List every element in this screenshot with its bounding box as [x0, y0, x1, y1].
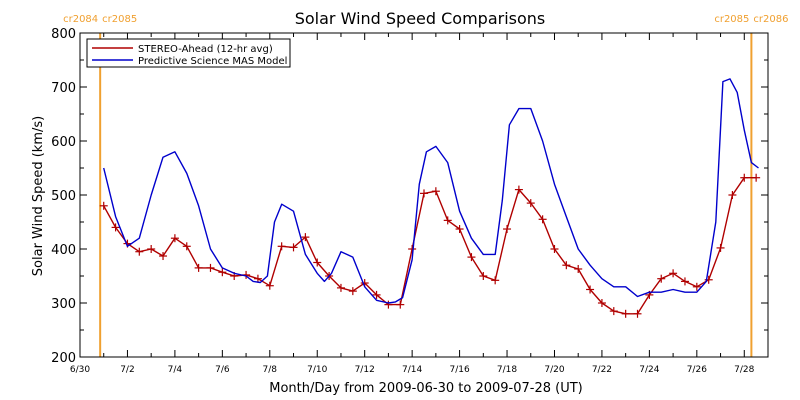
data-point [562, 261, 571, 270]
x-tick-label: 7/18 [497, 365, 517, 375]
data-point [740, 173, 749, 182]
chart-title: Solar Wind Speed Comparisons [295, 9, 546, 28]
data-point [657, 274, 666, 283]
y-axis-label: Solar Wind Speed (km/s) [31, 116, 46, 276]
x-tick-label: 7/10 [307, 365, 327, 375]
data-point [313, 258, 322, 267]
data-point [669, 269, 678, 278]
carrington-label-right: cr2085 [102, 14, 137, 25]
data-point [170, 234, 179, 243]
data-point [550, 245, 559, 253]
carrington-label-right: cr2086 [753, 14, 788, 25]
data-point [479, 272, 488, 280]
y-tick-label: 600 [51, 135, 76, 150]
carrington-label-left: cr2084 [63, 14, 98, 25]
legend-label-stereo: STEREO-Ahead (12-hr avg) [138, 44, 273, 55]
data-point [336, 283, 345, 292]
series-layer [99, 78, 761, 318]
data-point [621, 309, 630, 318]
data-point [372, 290, 381, 299]
data-point [692, 282, 701, 291]
series-line-stereo [103, 176, 757, 315]
data-point [159, 252, 168, 261]
x-tick-label: 7/14 [402, 365, 422, 375]
data-point [503, 225, 512, 234]
axes-layer: 200 300 400 500 600 700 800 6/30 7/2 7/4 7/6 7/8 7/1… [51, 27, 769, 375]
data-point [99, 201, 108, 210]
y-tick-label: 200 [51, 351, 76, 366]
y-tick-label: 300 [51, 297, 76, 312]
data-point [680, 277, 689, 286]
x-tick-label: 7/6 [215, 365, 230, 375]
data-point [147, 245, 156, 253]
x-tick-label: 7/16 [449, 365, 469, 375]
legend-label-mas: Predictive Science MAS Model [138, 56, 287, 67]
x-tick-label: 7/28 [734, 365, 754, 375]
x-tick-label: 6/30 [70, 365, 90, 375]
y-tick-label: 500 [51, 189, 76, 204]
data-point [526, 199, 535, 208]
data-point [597, 299, 606, 307]
x-tick-label: 7/20 [544, 365, 564, 375]
data-point [265, 281, 274, 290]
y-tick-label: 800 [51, 27, 76, 42]
data-point [443, 216, 452, 225]
data-point [348, 287, 357, 296]
data-point [455, 225, 464, 234]
data-point [514, 185, 523, 194]
data-point [277, 242, 286, 251]
data-point [609, 307, 618, 316]
data-point [194, 263, 203, 272]
data-point [396, 300, 405, 309]
data-point [301, 233, 310, 242]
data-point [420, 189, 428, 198]
data-point [408, 245, 417, 253]
x-tick-label: 7/22 [592, 365, 612, 375]
data-point [467, 253, 476, 262]
y-tick-label: 700 [51, 81, 76, 96]
data-point [289, 243, 298, 252]
data-point [253, 274, 262, 283]
x-tick-label: 7/24 [639, 365, 659, 375]
data-point [574, 264, 583, 273]
data-point [384, 300, 393, 309]
data-point [716, 243, 725, 252]
legend: STEREO-Ahead (12-hr avg) Predictive Scie… [86, 38, 291, 68]
x-tick-label: 7/12 [355, 365, 375, 375]
data-point [538, 215, 547, 224]
data-point [218, 268, 227, 277]
carrington-label-left: cr2085 [714, 14, 749, 25]
x-tick-label: 7/8 [263, 365, 278, 375]
data-point [491, 276, 500, 285]
legend-box [86, 38, 291, 68]
data-point [586, 285, 595, 294]
data-point [206, 263, 215, 272]
data-point [752, 173, 761, 182]
y-tick-label: 400 [51, 243, 76, 258]
carrington-markers: cr2084 cr2085 cr2085 cr2086 [63, 14, 788, 357]
data-point [728, 191, 737, 199]
x-tick-label: 7/2 [120, 365, 134, 375]
data-point [182, 242, 191, 251]
x-tick-label: 7/4 [168, 365, 183, 375]
data-point [633, 309, 642, 318]
x-axis-label: Month/Day from 2009-06-30 to 2009-07-28 … [269, 381, 582, 396]
data-point [111, 223, 120, 232]
series-line-mas [103, 78, 759, 304]
data-point [135, 247, 144, 256]
x-tick-label: 7/26 [687, 365, 707, 375]
data-point [431, 187, 440, 196]
